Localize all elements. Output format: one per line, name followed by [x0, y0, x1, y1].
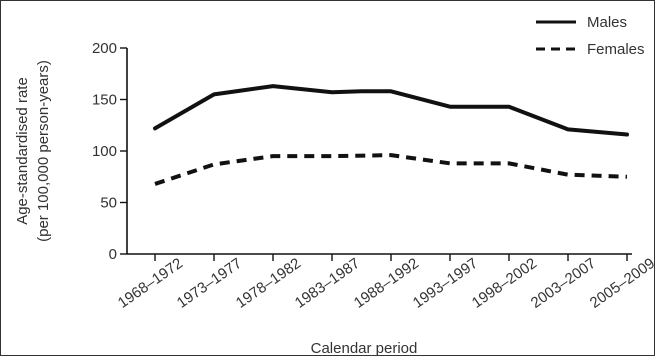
legend: Males Females [536, 14, 645, 58]
x-tick-label: 1988–1992 [351, 255, 422, 312]
x-tick-label: 2005–2009 [587, 255, 657, 312]
x-tick-label: 1968–1972 [115, 255, 186, 312]
series-line-males [153, 84, 629, 137]
x-axis-title: Calendar period [311, 340, 418, 357]
x-ticks: 1968–19721973–19771978–19821983–19871988… [115, 254, 657, 312]
x-tick-label: 1993–1997 [410, 255, 481, 312]
series-line-females [154, 153, 628, 186]
series-layer [153, 84, 629, 186]
y-axis-title-line-2: (per 100,000 person-years) [35, 60, 52, 242]
x-tick-label: 1983–1987 [292, 255, 363, 312]
x-tick-label: 2003–2007 [528, 255, 599, 312]
y-tick-label: 150 [92, 92, 117, 109]
legend-label-females: Females [587, 41, 645, 58]
x-tick-label: 1973–1977 [174, 255, 245, 312]
x-tick-label: 1978–1982 [233, 255, 304, 312]
x-tick-label: 1998–2002 [469, 255, 540, 312]
y-tick-label: 100 [92, 143, 117, 160]
y-axis-title-line-1: Age-standardised rate [14, 77, 31, 225]
legend-label-males: Males [587, 14, 627, 31]
y-tick-label: 200 [92, 40, 117, 57]
axes [126, 48, 632, 255]
y-tick-label: 50 [100, 195, 117, 212]
y-tick-label: 0 [109, 246, 117, 263]
y-ticks: 0 50 100 150 200 [92, 40, 127, 263]
